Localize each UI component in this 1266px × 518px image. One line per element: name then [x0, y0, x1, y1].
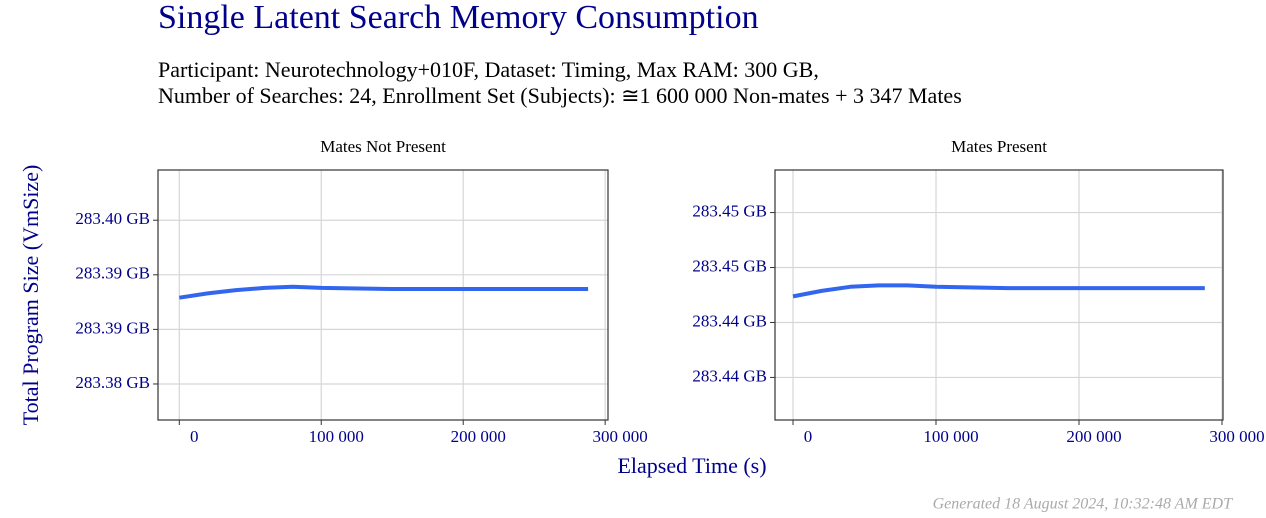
x-tick-label: 100 000 [309, 427, 364, 446]
panel-border [157, 169, 609, 421]
subtitle: Number of Searches: 24, Enrollment Set (… [158, 83, 962, 108]
chart-title: Single Latent Search Memory Consumption [158, 0, 759, 36]
y-tick-label: 283.44 GB [692, 311, 767, 330]
x-tick-label: 200 000 [451, 427, 506, 446]
panel-border [774, 169, 1224, 421]
y-tick-label: 283.45 GB [692, 201, 767, 220]
x-tick-label: 0 [804, 427, 813, 446]
y-tick-label: 283.39 GB [75, 264, 150, 283]
x-tick-label: 300 000 [1209, 427, 1264, 446]
footer: Generated 18 August 2024, 10:32:48 AM ED… [933, 496, 1233, 513]
facet-title: Mates Present [951, 137, 1047, 156]
data-line [179, 284, 589, 300]
y-tick-label: 283.38 GB [75, 373, 150, 392]
x-tick-label: 0 [190, 427, 199, 446]
x-tick-label: 300 000 [593, 427, 648, 446]
x-tick-label: 100 000 [923, 427, 978, 446]
data-line [792, 283, 1205, 299]
y-tick-label: 283.40 GB [75, 209, 150, 228]
facet-title: Mates Not Present [320, 137, 446, 156]
y-tick-label: 283.44 GB [692, 366, 767, 385]
y-axis-label: Total Program Size (VmSize) [18, 165, 43, 426]
panel-background [775, 170, 1223, 420]
panel-background [158, 170, 608, 420]
y-tick-label: 283.39 GB [75, 318, 150, 337]
subtitle: Participant: Neurotechnology+010F, Datas… [158, 57, 819, 82]
x-tick-label: 200 000 [1066, 427, 1121, 446]
x-axis-label: Elapsed Time (s) [617, 453, 766, 478]
y-tick-label: 283.45 GB [692, 256, 767, 275]
